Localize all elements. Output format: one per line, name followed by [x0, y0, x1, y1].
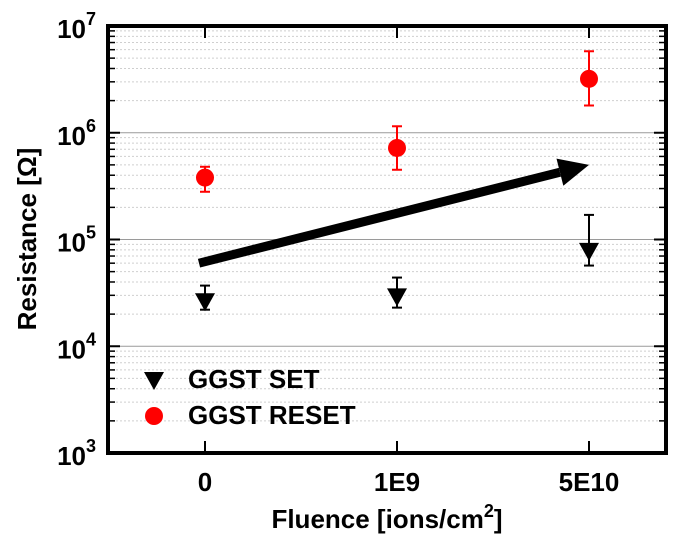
legend-marker-set	[144, 372, 164, 390]
data-point-reset	[388, 138, 406, 157]
data-point-set	[579, 242, 599, 261]
y-tick-label: 107	[57, 9, 96, 44]
trend-arrow	[197, 158, 589, 268]
y-tick-label: 104	[57, 329, 96, 364]
data-point-reset	[580, 69, 598, 88]
x-tick-label: 5E10	[559, 467, 620, 497]
plot-frame	[106, 24, 668, 455]
x-tick-label: 1E9	[374, 467, 420, 497]
y-tick-label: 103	[57, 436, 96, 471]
data-point-set	[387, 288, 407, 307]
x-tick-label: 0	[198, 467, 212, 497]
legend-label-reset: GGST RESET	[188, 400, 356, 430]
x-tick-labels: 0 1E9 5E10	[198, 467, 620, 497]
y-axis-title: Resistance [Ω]	[12, 148, 42, 331]
arrow-head	[556, 158, 589, 186]
legend: GGST SET GGST RESET	[144, 364, 356, 430]
y-tick-labels: 103 104 105 106 107	[57, 9, 96, 471]
y-tick-label: 105	[57, 223, 96, 258]
y-tick-label: 106	[57, 116, 96, 151]
legend-label-set: GGST SET	[188, 364, 320, 394]
data-series	[195, 50, 599, 312]
data-point-reset	[196, 168, 214, 187]
data-point-set	[195, 293, 215, 312]
arrow-shaft	[197, 167, 562, 268]
legend-marker-reset	[145, 407, 163, 425]
x-axis-title: Fluence [ions/cm2]	[271, 501, 502, 534]
